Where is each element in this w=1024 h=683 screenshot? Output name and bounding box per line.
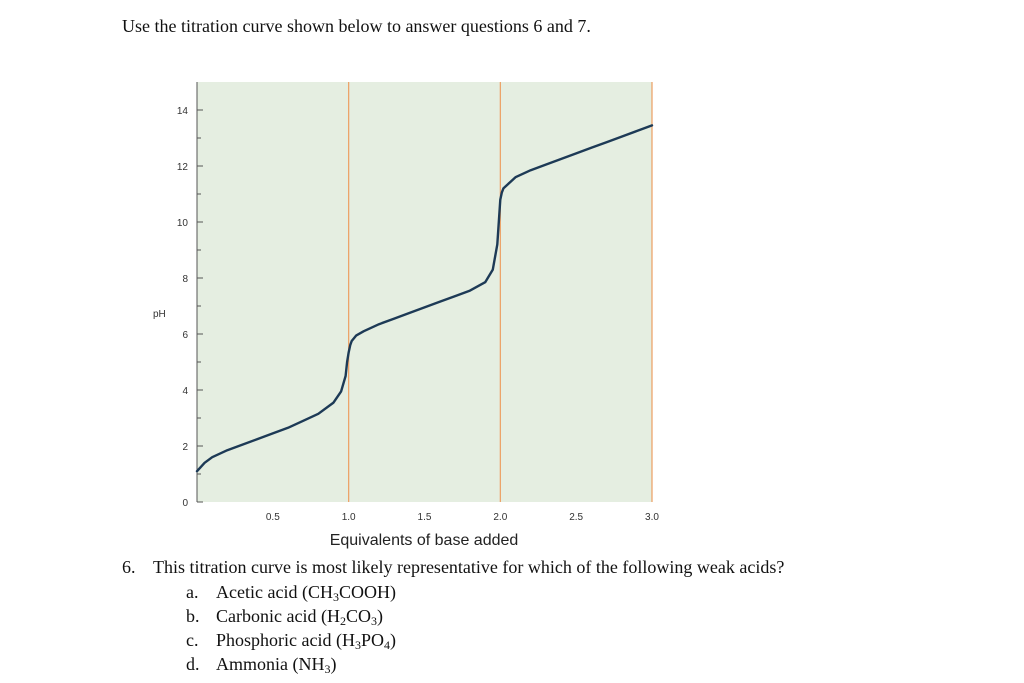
formula-subscript: 2	[339, 614, 346, 628]
option-close: )	[376, 606, 383, 626]
question-number: 6.	[122, 557, 136, 577]
x-tick-label: 1.5	[418, 512, 432, 523]
formula-part: H	[326, 606, 340, 626]
option-name: Ammonia (	[216, 654, 299, 674]
y-tick-label: 4	[182, 386, 188, 397]
answer-option-c: c. Phosphoric acid (H3PO4)	[186, 630, 396, 651]
y-axis-label: pH	[153, 309, 166, 320]
titration-chart: 0 2 4 6 8 10 12 14 0.5 1.0 1.5 2.0 2.5 3.0 pH Equiva…	[153, 82, 659, 549]
instruction-text: Use the titration curve shown below to a…	[122, 16, 591, 36]
y-tick-label: 8	[182, 274, 188, 285]
y-tick-label: 6	[182, 330, 188, 341]
question-text: This titration curve is most likely repr…	[153, 557, 785, 577]
titration-curve-line	[195, 124, 654, 473]
option-name: Phosphoric acid (	[216, 630, 342, 650]
option-name: Acetic acid (	[216, 582, 308, 602]
y-tick-label: 0	[182, 498, 188, 509]
option-letter: b.	[186, 606, 200, 626]
answer-option-a: a. Acetic acid (CH3COOH)	[186, 582, 396, 603]
x-tick-label: 2.5	[569, 512, 583, 523]
option-name: Carbonic acid (	[216, 606, 327, 626]
answer-option-d: d. Ammonia (NH3)	[186, 654, 337, 675]
formula-part: CO	[345, 606, 371, 626]
x-tick-label: 0.5	[266, 512, 280, 523]
formula-part: CH	[307, 582, 333, 602]
formula-subscript: 3	[332, 590, 339, 604]
question-6: 6. This titration curve is most likely re…	[122, 557, 784, 578]
option-letter: c.	[186, 630, 199, 650]
y-tick-label: 10	[177, 218, 189, 229]
formula-part: NH	[298, 654, 325, 674]
y-tick-label: 14	[177, 106, 189, 117]
formula-subscript: 3	[370, 614, 377, 628]
option-close: )	[330, 654, 337, 674]
option-close: )	[389, 582, 396, 602]
x-tick-label: 1.0	[342, 512, 356, 523]
x-tick-label: 3.0	[645, 512, 659, 523]
y-tick-label: 12	[177, 162, 189, 173]
formula-part: COOH	[338, 582, 390, 602]
option-letter: a.	[186, 582, 199, 602]
y-tick-label: 2	[182, 442, 188, 453]
x-axis-label: Equivalents of base added	[330, 532, 519, 549]
x-tick-label: 2.0	[493, 512, 507, 523]
option-close: )	[390, 630, 396, 650]
formula-subscript: 3	[354, 638, 361, 652]
answer-option-b: b. Carbonic acid (H2CO3)	[186, 606, 383, 627]
option-letter: d.	[186, 654, 200, 674]
formula-subscript: 3	[324, 662, 331, 676]
plot-area	[197, 82, 652, 502]
formula-subscript: 4	[384, 638, 390, 652]
formula-part: PO	[360, 630, 384, 650]
formula-part: H	[341, 630, 355, 650]
